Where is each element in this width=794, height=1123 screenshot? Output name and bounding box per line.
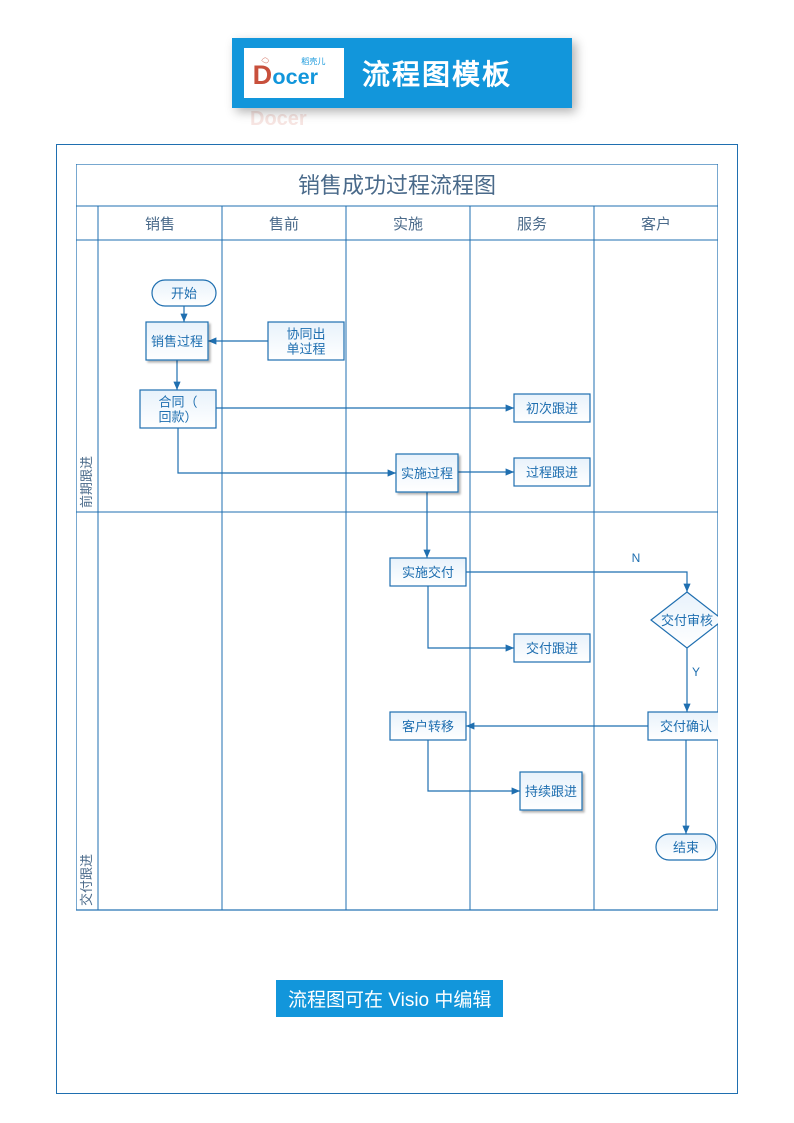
node-follow1: 初次跟进 — [514, 394, 590, 422]
edge — [428, 740, 520, 791]
node-label: 开始 — [171, 286, 197, 301]
node-transfer: 客户转移 — [390, 712, 466, 740]
lane-header: 客户 — [641, 216, 671, 233]
node-label: 实施交付 — [402, 565, 454, 580]
node-label: 交付确认 — [660, 719, 712, 734]
node-label: 销售过程 — [151, 334, 203, 349]
edge — [178, 428, 396, 473]
node-label: 过程跟进 — [526, 465, 578, 480]
node-label: 持续跟进 — [525, 784, 577, 799]
node-label: 交付跟进 — [526, 641, 578, 656]
flowchart-svg: 销售成功过程流程图销售 售前 实施 服务 客户前期跟进交付跟进 N Y 开始销售过程 协同出单过… — [76, 164, 718, 934]
node-audit: 交付审核 — [651, 592, 718, 648]
node-follow4: 持续跟进 — [520, 772, 582, 810]
node-follow2: 过程跟进 — [514, 458, 590, 486]
edge-label: N — [632, 551, 641, 565]
docer-logo: D ocer 稻壳儿 — [244, 48, 344, 98]
logo-subtext: 稻壳儿 — [301, 56, 325, 66]
svg-text:D: D — [253, 60, 273, 90]
node-label: 协同出 — [286, 327, 325, 342]
node-label: 交付审核 — [661, 613, 713, 628]
node-label: 初次跟进 — [526, 401, 578, 416]
node-contract: 合同（回款） — [140, 390, 216, 428]
node-sales_proc: 销售过程 — [146, 322, 208, 360]
node-deliver: 实施交付 — [390, 558, 466, 586]
node-label: 结束 — [673, 840, 699, 855]
node-label: 实施过程 — [401, 466, 453, 481]
node-end: 结束 — [656, 834, 716, 860]
banner-ghost: Docer — [250, 108, 307, 131]
footer-note: 流程图可在 Visio 中编辑 — [276, 980, 503, 1017]
edge — [428, 586, 514, 648]
node-follow3: 交付跟进 — [514, 634, 590, 662]
edge-label: Y — [692, 665, 700, 679]
node-confirm: 交付确认 — [648, 712, 718, 740]
node-impl_proc: 实施过程 — [396, 454, 458, 492]
node-collab: 协同出单过程 — [268, 322, 344, 360]
flowchart-container: 销售成功过程流程图销售 售前 实施 服务 客户前期跟进交付跟进 N Y 开始销售过程 协同出单过… — [76, 164, 718, 934]
banner-title: 流程图模板 — [362, 53, 512, 93]
lane-header: 售前 — [269, 216, 299, 233]
lane-header: 服务 — [517, 216, 547, 233]
row-label: 交付跟进 — [79, 854, 94, 906]
node-label: 单过程 — [286, 342, 325, 357]
banner: D ocer 稻壳儿 流程图模板 — [232, 38, 572, 108]
svg-text:ocer: ocer — [272, 64, 318, 89]
row-label: 前期跟进 — [79, 456, 94, 508]
lane-header: 实施 — [393, 216, 423, 233]
node-label: 回款） — [158, 410, 197, 425]
node-start: 开始 — [152, 280, 216, 306]
edge — [466, 572, 687, 592]
node-label: 客户转移 — [402, 719, 454, 734]
flowchart-title: 销售成功过程流程图 — [298, 173, 496, 198]
lane-header: 销售 — [145, 216, 175, 233]
node-label: 合同（ — [158, 395, 197, 410]
